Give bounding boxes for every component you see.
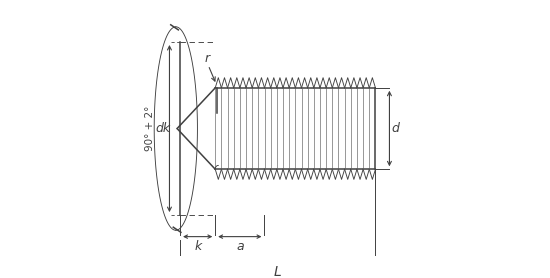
- Text: r: r: [205, 52, 210, 65]
- Text: L: L: [274, 265, 282, 278]
- Text: k: k: [194, 240, 201, 253]
- Text: a: a: [236, 240, 244, 253]
- Text: d: d: [392, 122, 400, 135]
- Text: 90° + 2°: 90° + 2°: [145, 106, 155, 151]
- Text: dk: dk: [156, 122, 170, 135]
